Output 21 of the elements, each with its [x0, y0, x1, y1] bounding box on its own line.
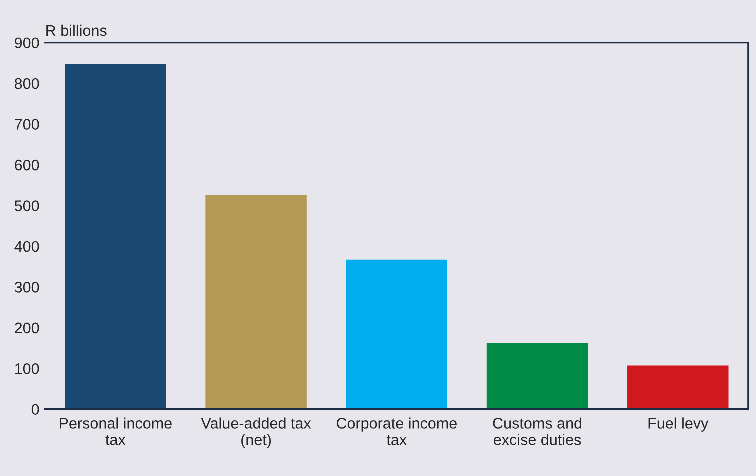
y-tick-label: 400 — [14, 241, 40, 252]
x-tick-label: Personal income tax — [60, 418, 172, 446]
bar — [346, 260, 448, 410]
x-tick-label: Value-added tax (net) — [201, 418, 312, 448]
y-tick-label: 200 — [15, 322, 40, 334]
y-tick-label: 300 — [14, 282, 40, 293]
bar — [65, 64, 166, 410]
bar — [206, 196, 307, 410]
y-tick-label: 700 — [15, 119, 40, 130]
y-tick-label: 500 — [14, 200, 40, 212]
y-tick-label: 0 — [32, 404, 40, 416]
x-tick-label: Fuel levy — [648, 418, 709, 432]
bar — [486, 342, 588, 410]
y-tick-label: 100 — [15, 364, 40, 374]
bar — [628, 366, 729, 410]
y-tick-label: 900 — [15, 38, 40, 49]
y-tick-label: 600 — [15, 160, 40, 171]
x-tick-label: Corporate income tax — [336, 418, 457, 446]
x-tick-label: Customs and excise duties — [493, 418, 582, 446]
y-tick-label: 800 — [14, 78, 40, 90]
y-axis-title: R billions — [46, 24, 107, 36]
